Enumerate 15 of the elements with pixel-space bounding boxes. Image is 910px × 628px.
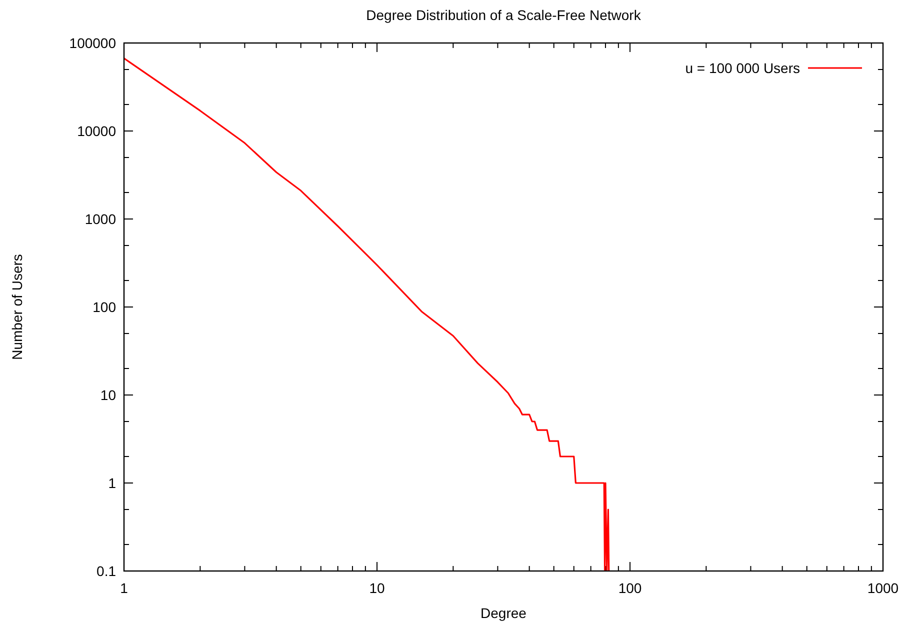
x-tick-label: 10 <box>369 580 385 596</box>
x-tick-label: 100 <box>618 580 642 596</box>
chart-title: Degree Distribution of a Scale-Free Network <box>366 7 642 23</box>
x-tick-label: 1000 <box>867 580 899 596</box>
y-tick-label: 100 <box>92 298 116 315</box>
y-tick-label: 10 <box>100 386 116 403</box>
y-tick-label: 1 <box>108 474 116 491</box>
y-axis-title: Number of Users <box>9 254 25 360</box>
x-tick-label: 1 <box>120 580 128 596</box>
legend-label: u = 100 000 Users <box>685 60 800 76</box>
y-tick-label: 0.1 <box>96 562 116 579</box>
y-tick-label: 100000 <box>69 34 116 51</box>
y-tick-label: 1000 <box>84 210 116 227</box>
x-axis-title: Degree <box>480 605 527 621</box>
y-tick-label: 10000 <box>77 122 116 139</box>
